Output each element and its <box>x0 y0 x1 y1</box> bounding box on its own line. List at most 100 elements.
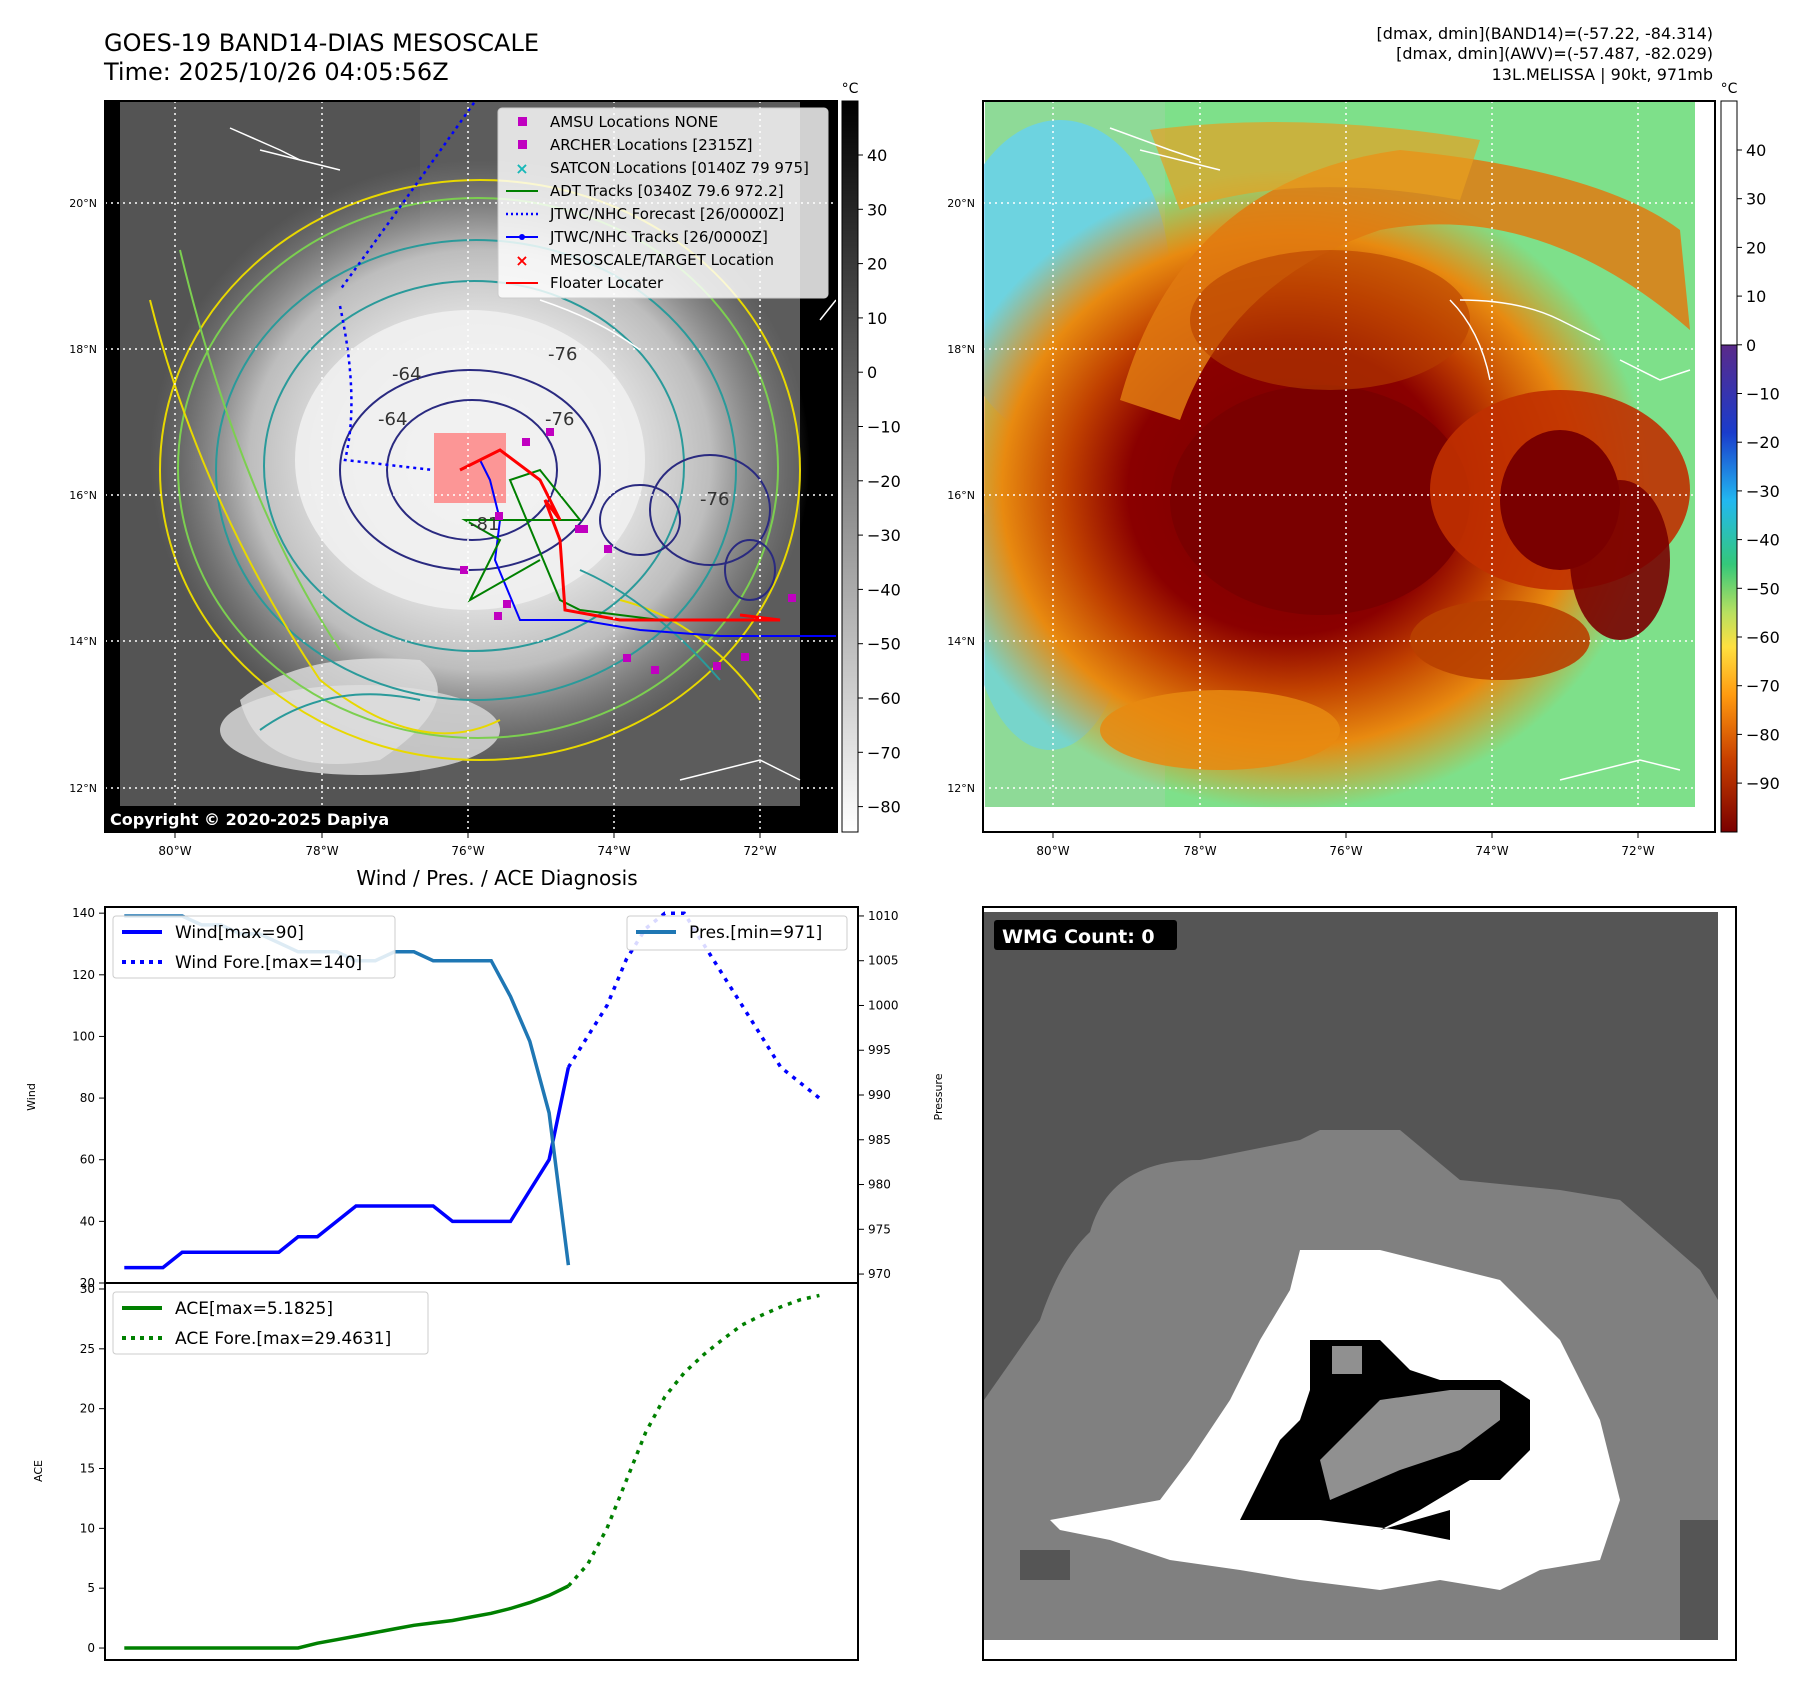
y2-tick-label: 990 <box>868 1088 891 1102</box>
info-line-3: 13L.MELISSA | 90kt, 971mb <box>1492 65 1713 84</box>
colorbar-tick-label: 40 <box>1746 141 1766 160</box>
ace-chart: 30 25 20 15 10 5 0 ACE ACE[max=5.1825] ACE For… <box>32 1282 859 1661</box>
mesoscale-target-box <box>434 433 506 503</box>
ace-axis-label: ACE <box>32 1460 45 1482</box>
copyright-box <box>106 808 418 830</box>
y-tick-label: 80 <box>80 1091 95 1105</box>
legend-ace: ACE[max=5.1825] <box>175 1299 333 1319</box>
y-tick-label: 30 <box>80 1282 95 1296</box>
legend-marker-x: × <box>515 159 528 178</box>
legend-marker-square <box>518 117 527 126</box>
colorbar-tick-label: −30 <box>867 526 901 545</box>
color-map-lon-label: 80°W <box>1036 844 1069 858</box>
colorbar-tick-label: −60 <box>867 689 901 708</box>
color-map-lon-label: 72°W <box>1621 844 1654 858</box>
y2-tick-label: 985 <box>868 1133 891 1147</box>
y2-tick-label: 995 <box>868 1043 891 1057</box>
colorbar-tick-label: −70 <box>1746 677 1780 696</box>
ir-map-lon-label: 80°W <box>158 844 191 858</box>
y-tick-label: 0 <box>87 1641 95 1655</box>
legend-label: JTWC/NHC Tracks [26/0000Z] <box>549 228 768 246</box>
gray-colorbar-unit: °C <box>842 81 859 97</box>
color-map-lon-label: 76°W <box>1329 844 1362 858</box>
y2-tick-label: 1005 <box>868 954 899 968</box>
color-map-panel <box>982 100 1716 833</box>
ir-map-lon-label: 78°W <box>305 844 338 858</box>
color-map-lat-label: 14°N <box>947 635 975 648</box>
info-line-2: [dmax, dmin](AWV)=(-57.487, -82.029) <box>1396 44 1713 63</box>
legend-pressure: Pres.[min=971] <box>689 923 822 943</box>
legend-wind: Wind[max=90] <box>175 923 304 943</box>
archer-markers <box>460 428 796 674</box>
legend-item: × MESOSCALE/TARGET Location <box>515 251 774 270</box>
colorbar-tick-label: 0 <box>1746 336 1756 355</box>
colorbar-tick-label: 20 <box>1746 238 1766 257</box>
legend-item: JTWC/NHC Forecast [26/0000Z] <box>506 205 784 223</box>
series-line <box>124 1584 570 1650</box>
contour-label: -76 <box>548 344 577 365</box>
color-colorbar: °C 40 30 20 10 0 −10 −20 −30 −40 −50 −60 −70 −80 −90 <box>1720 81 1780 833</box>
ir-map-lat-label: 20°N <box>69 197 97 210</box>
legend-marker-dot <box>519 234 525 240</box>
y-tick-label: 140 <box>72 906 95 920</box>
colorbar-tick-label: −50 <box>1746 579 1780 598</box>
gray-colorbar: °C 40 30 20 10 0 −10 −20 −30 −40 −50 −60 −70 −80 <box>841 81 901 833</box>
color-colorbar-unit: °C <box>1721 81 1738 97</box>
y-tick-label: 15 <box>80 1462 95 1476</box>
colorbar-tick-label: −90 <box>1746 774 1780 793</box>
colorbar-tick-label: 10 <box>867 309 887 328</box>
color-map-lat-label: 12°N <box>947 782 975 795</box>
colorbar-tick-label: 20 <box>867 255 887 274</box>
color-map-lat-label: 18°N <box>947 343 975 356</box>
ir-map-lat-label: 18°N <box>69 343 97 356</box>
y-tick-label: 5 <box>87 1581 95 1595</box>
legend-label: MESOSCALE/TARGET Location <box>550 251 774 269</box>
pressure-axis-label: Pressure <box>932 1073 945 1120</box>
contour-label: -76 <box>545 409 574 430</box>
legend-item: JTWC/NHC Tracks [26/0000Z] <box>506 228 768 246</box>
adt-track <box>461 468 740 621</box>
y2-tick-label: 1000 <box>868 998 899 1012</box>
y-tick-label: 25 <box>80 1342 95 1356</box>
y-tick-label: 20 <box>80 1276 95 1290</box>
y-tick-label: 40 <box>80 1214 95 1228</box>
colorbar-tick-label: −40 <box>867 580 901 599</box>
colorbar-tick-label: −20 <box>867 472 901 491</box>
y2-tick-label: 970 <box>868 1267 891 1281</box>
colorbar-tick-label: −80 <box>867 798 901 817</box>
series-line <box>124 1066 571 1270</box>
y2-tick-label: 975 <box>868 1222 891 1236</box>
color-map-lon-label: 78°W <box>1183 844 1216 858</box>
legend-marker-square <box>518 140 527 149</box>
y-tick-label: 10 <box>80 1521 95 1535</box>
y2-tick-label: 1010 <box>868 909 899 923</box>
ir-map-lon-label: 74°W <box>597 844 630 858</box>
legend-label: JTWC/NHC Forecast [26/0000Z] <box>549 205 784 223</box>
info-line-1: [dmax, dmin](BAND14)=(-57.22, -84.314) <box>1377 24 1713 43</box>
color-map-lat-label: 20°N <box>947 197 975 210</box>
map-legend: AMSU Locations NONE ARCHER Locations [231… <box>497 107 829 299</box>
legend-item: ADT Tracks [0340Z 79.6 972.2] <box>506 182 784 200</box>
colorbar-tick-label: 0 <box>867 363 877 382</box>
legend-label: SATCON Locations [0140Z 79 975] <box>550 159 809 177</box>
colorbar-tick-label: −40 <box>1746 531 1780 550</box>
colorbar-tick-label: −10 <box>1746 385 1780 404</box>
colorbar-tick-label: −30 <box>1746 482 1780 501</box>
colorbar-tick-label: −60 <box>1746 628 1780 647</box>
legend-item: AMSU Locations NONE <box>518 113 718 131</box>
legend-label: ADT Tracks [0340Z 79.6 972.2] <box>550 182 784 200</box>
colorbar-tick-label: −70 <box>867 743 901 762</box>
ir-map-lat-label: 14°N <box>69 635 97 648</box>
legend-item: × SATCON Locations [0140Z 79 975] <box>515 159 809 178</box>
y-tick-label: 120 <box>72 968 95 982</box>
wmg-panel: WMG Count: 0 <box>982 906 1737 1661</box>
pressure-legend: Pres.[min=971] <box>626 915 848 951</box>
colorbar-tick-label: 10 <box>1746 287 1766 306</box>
forecast-track <box>338 305 434 472</box>
ir-map-lat-label: 16°N <box>69 489 97 502</box>
ace-legend: ACE[max=5.1825] ACE Fore.[max=29.4631] <box>112 1291 429 1355</box>
wmg-count-box <box>994 920 1177 950</box>
contour-label: -76 <box>700 489 729 510</box>
legend-item: Floater Locater <box>506 274 664 292</box>
